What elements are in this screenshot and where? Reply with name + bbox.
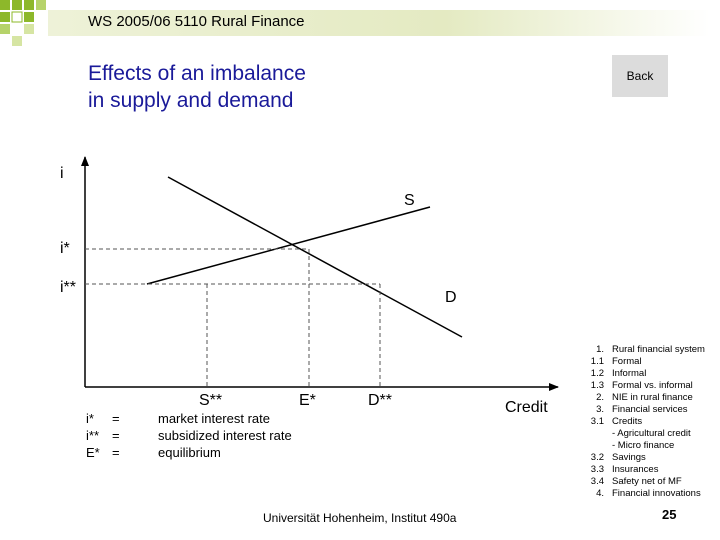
toc-item[interactable]: - Agricultural credit bbox=[574, 428, 705, 440]
footer-institution: Universität Hohenheim, Institut 490a bbox=[263, 511, 457, 525]
toc-item[interactable]: - Micro finance bbox=[574, 440, 705, 452]
toc-item[interactable]: 3.1 Credits bbox=[574, 416, 705, 428]
toc-number: 1. bbox=[596, 344, 604, 355]
equilibrium-rate-label: i* bbox=[60, 240, 70, 257]
equilibrium-label: E* bbox=[299, 392, 316, 409]
toc-number: 2. bbox=[596, 392, 604, 403]
toc-number: 1.2 bbox=[590, 368, 604, 379]
toc-text: Savings bbox=[612, 452, 646, 463]
toc-text: Formal vs. informal bbox=[612, 380, 693, 391]
supply-at-subsidy-label: S** bbox=[199, 392, 223, 409]
course-header: WS 2005/06 5110 Rural Finance bbox=[88, 13, 305, 30]
toc-number: 3. bbox=[596, 404, 604, 415]
toc-text: - Agricultural credit bbox=[612, 428, 691, 439]
toc-number: 3.3 bbox=[590, 464, 604, 475]
legend-text: market interest rate bbox=[158, 411, 270, 426]
header-bar bbox=[48, 10, 710, 36]
toc-text: NIE in rural finance bbox=[612, 392, 693, 403]
toc-number: 3.4 bbox=[590, 476, 604, 487]
title-line-2: in supply and demand bbox=[88, 89, 294, 112]
toc-item[interactable]: 1.3 Formal vs. informal bbox=[574, 380, 705, 392]
legend-equals: = bbox=[112, 445, 120, 460]
legend-symbol: E* bbox=[86, 445, 100, 460]
legend-symbol: i** bbox=[86, 428, 100, 443]
back-button[interactable]: Back bbox=[612, 55, 668, 97]
toc-text: Informal bbox=[612, 368, 647, 379]
toc-item[interactable]: 3. Financial services bbox=[574, 404, 705, 416]
toc-item[interactable]: 4. Financial innovations bbox=[574, 488, 705, 500]
decorative-squares bbox=[0, 0, 46, 46]
toc-item[interactable]: 1. Rural financial system bbox=[574, 344, 705, 356]
legend-equals: = bbox=[112, 428, 120, 443]
toc-item[interactable]: 1.2 Informal bbox=[574, 368, 705, 380]
toc-number: 1.3 bbox=[590, 380, 604, 391]
toc-text: Formal bbox=[612, 356, 642, 367]
toc-text: Rural financial system bbox=[612, 344, 705, 355]
title-line-1: Effects of an imbalance bbox=[88, 62, 306, 85]
x-axis-label: Credit bbox=[505, 399, 548, 416]
legend-text: equilibrium bbox=[158, 445, 221, 460]
y-axis-label: i bbox=[60, 165, 64, 182]
toc-number: 4. bbox=[596, 488, 604, 499]
supply-curve bbox=[146, 206, 431, 285]
legend-equals: = bbox=[112, 411, 120, 426]
demand-at-subsidy-label: D** bbox=[368, 392, 393, 409]
demand-curve bbox=[167, 176, 463, 338]
table-of-contents: 1. Rural financial system 1.1 Formal 1.2 In… bbox=[574, 344, 705, 500]
toc-item[interactable]: 3.4 Safety net of MF bbox=[574, 476, 705, 488]
slide-title: Effects of an imbalance in supply and de… bbox=[88, 60, 306, 114]
toc-text: Financial services bbox=[612, 404, 688, 415]
toc-number: 3.1 bbox=[590, 416, 604, 427]
toc-text: Insurances bbox=[612, 464, 659, 475]
toc-text: Credits bbox=[612, 416, 643, 427]
subsidized-rate-label: i** bbox=[60, 279, 77, 296]
toc-item[interactable]: 3.2 Savings bbox=[574, 452, 705, 464]
toc-item[interactable]: 2. NIE in rural finance bbox=[574, 392, 705, 404]
legend-text: subsidized interest rate bbox=[158, 428, 292, 443]
toc-text: Safety net of MF bbox=[612, 476, 682, 487]
demand-label: D bbox=[445, 289, 457, 306]
toc-number: 1.1 bbox=[590, 356, 604, 367]
supply-label: S bbox=[404, 192, 415, 209]
toc-number: 3.2 bbox=[590, 452, 604, 463]
toc-item[interactable]: 3.3 Insurances bbox=[574, 464, 705, 476]
toc-number bbox=[574, 428, 612, 440]
toc-number bbox=[574, 440, 612, 452]
toc-text: Financial innovations bbox=[612, 488, 701, 499]
toc-text: - Micro finance bbox=[612, 440, 675, 451]
legend-symbol: i* bbox=[86, 411, 94, 426]
page-number: 25 bbox=[662, 507, 677, 522]
toc-item[interactable]: 1.1 Formal bbox=[574, 356, 705, 368]
